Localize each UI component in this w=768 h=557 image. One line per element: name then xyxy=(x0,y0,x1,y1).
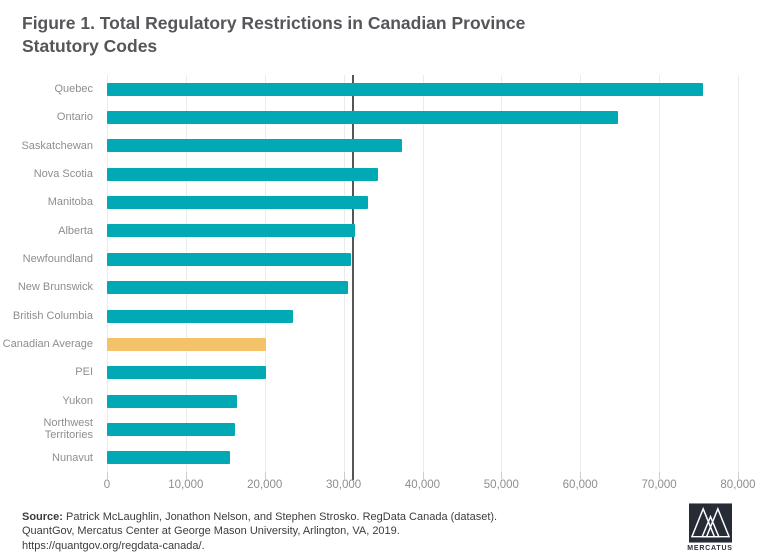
x-tick-label-70,000: 70,000 xyxy=(641,479,677,491)
category-label-manitoba: Manitoba xyxy=(47,196,93,209)
source-authors: Patrick McLaughlin, Jonathon Nelson, and… xyxy=(62,511,498,523)
bar-row-british-columbia xyxy=(107,302,738,330)
bar-manitoba xyxy=(107,196,369,210)
bar-nova-scotia xyxy=(107,167,379,181)
category-label-quebec: Quebec xyxy=(54,82,93,95)
bar-row-new-brunswick xyxy=(107,274,738,302)
bar-yukon xyxy=(107,394,238,408)
bar-row-alberta xyxy=(107,217,738,245)
gridline-20,000 xyxy=(264,75,266,472)
category-label-canadian-average: Canadian Average xyxy=(2,338,93,351)
x-tick-label-60,000: 60,000 xyxy=(562,479,598,491)
bar-alberta xyxy=(107,224,355,238)
bar-row-pei xyxy=(107,359,738,387)
gridline-30,000 xyxy=(343,75,345,472)
plot-area xyxy=(107,75,739,480)
bar-row-saskatchewan xyxy=(107,132,738,160)
bar-saskatchewan xyxy=(107,139,402,153)
gridline-0 xyxy=(107,75,108,472)
gridline-60,000 xyxy=(580,75,582,472)
category-label-british-columbia: British Columbia xyxy=(12,309,93,322)
mercatus-logo-text: MERCATUS xyxy=(687,545,733,552)
bar-row-nunavut xyxy=(107,444,738,472)
tick-mark xyxy=(501,472,503,479)
tick-mark xyxy=(185,472,187,479)
bar-row-quebec xyxy=(107,75,738,103)
bar-nunavut xyxy=(107,451,231,465)
tick-mark xyxy=(580,472,582,479)
bar-quebec xyxy=(107,82,703,96)
bar-rows xyxy=(107,75,738,472)
source-line-3: https://quantgov.org/regdata-canada/. xyxy=(22,539,205,552)
gridline-40,000 xyxy=(422,75,424,472)
tick-mark xyxy=(738,472,739,479)
gridline-50,000 xyxy=(501,75,503,472)
source-line-2: QuantGov, Mercatus Center at George Maso… xyxy=(22,525,400,538)
x-axis-tick-labels: 0 10,000 20,000 30,000 40,000 50,000 60,000 70,… xyxy=(103,479,756,495)
category-label-nunavut: Nunavut xyxy=(52,451,93,464)
chart-area: Quebec Ontario Saskatchewan Nova Scotia Mani… xyxy=(0,75,768,480)
gridline-10,000 xyxy=(185,75,187,472)
y-axis-labels: Quebec Ontario Saskatchewan Nova Scotia Mani… xyxy=(0,75,100,472)
tick-mark xyxy=(107,472,108,479)
category-label-nova-scotia: Nova Scotia xyxy=(33,167,93,180)
bar-new-brunswick xyxy=(107,281,349,295)
gridline-70,000 xyxy=(659,75,661,472)
bar-row-ontario xyxy=(107,103,738,131)
bar-ontario xyxy=(107,111,619,125)
bar-british-columbia xyxy=(107,309,294,323)
category-label-saskatchewan: Saskatchewan xyxy=(21,139,93,152)
figure-title: Figure 1. Total Regulatory Restrictions … xyxy=(22,13,526,56)
source-line-1: Source: Patrick McLaughlin, Jonathon Nel… xyxy=(22,510,582,524)
category-label-alberta: Alberta xyxy=(58,224,93,237)
bar-pei xyxy=(107,366,266,380)
x-tick-label-80,000: 80,000 xyxy=(720,479,756,491)
category-label-new-brunswick: New Brunswick xyxy=(17,281,93,294)
x-tick-label-10,000: 10,000 xyxy=(168,479,204,491)
category-label-yukon: Yukon xyxy=(62,394,93,407)
bar-northwest-territories xyxy=(107,422,235,436)
bar-row-nova-scotia xyxy=(107,160,738,188)
bar-canadian-average xyxy=(107,337,267,351)
tick-mark xyxy=(659,472,661,479)
mercatus-mountains-icon xyxy=(688,503,732,543)
source-label: Source: xyxy=(22,511,63,523)
bar-row-newfoundland xyxy=(107,245,738,273)
average-reference-line xyxy=(352,75,355,480)
tick-mark xyxy=(264,472,266,479)
tick-mark xyxy=(422,472,424,479)
bar-row-northwest-territories xyxy=(107,415,738,443)
x-tick-label-50,000: 50,000 xyxy=(483,479,519,491)
bar-row-manitoba xyxy=(107,188,738,216)
bar-row-canadian-average xyxy=(107,330,738,358)
x-tick-label-20,000: 20,000 xyxy=(247,479,283,491)
gridline-80,000 xyxy=(738,75,739,472)
tick-mark xyxy=(343,472,345,479)
bar-newfoundland xyxy=(107,252,351,266)
x-tick-label-40,000: 40,000 xyxy=(404,479,441,491)
category-label-ontario: Ontario xyxy=(56,111,93,124)
mercatus-logo: MERCATUS xyxy=(684,503,736,552)
category-label-pei: PEI xyxy=(75,366,93,379)
category-label-northwest-territories: Northwest Territories xyxy=(43,416,93,442)
bar-row-yukon xyxy=(107,387,738,415)
category-label-newfoundland: Newfoundland xyxy=(22,253,93,266)
source-note: Source: Patrick McLaughlin, Jonathon Nel… xyxy=(22,510,582,553)
x-tick-label-0: 0 xyxy=(103,479,111,491)
x-tick-label-30,000: 30,000 xyxy=(326,479,362,491)
